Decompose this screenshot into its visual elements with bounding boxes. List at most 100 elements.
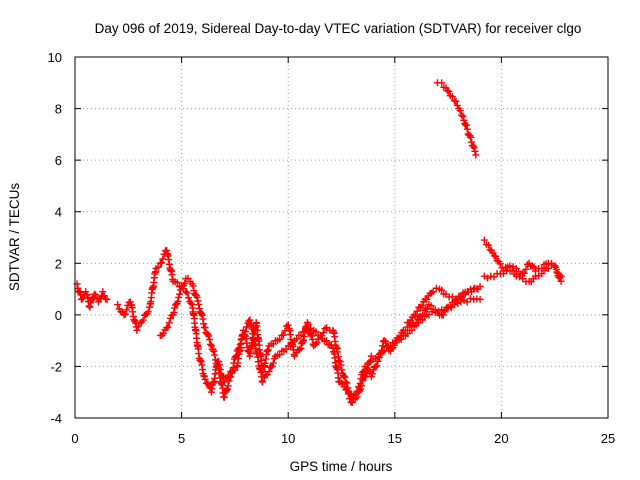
data-point [235, 344, 243, 352]
data-point [195, 301, 203, 309]
data-point [435, 307, 443, 315]
data-point [471, 147, 479, 155]
data-point [466, 295, 474, 303]
data-point [308, 332, 316, 340]
data-point [297, 331, 305, 339]
data-point [522, 265, 530, 273]
x-tick-label: 20 [494, 431, 508, 446]
data-point [336, 358, 344, 366]
data-point [182, 288, 190, 296]
data-point [225, 377, 233, 385]
data-point [291, 352, 299, 360]
data-point [86, 303, 94, 311]
data-point [307, 330, 315, 338]
data-point [204, 380, 212, 388]
data-point [379, 348, 387, 356]
data-point [99, 288, 107, 296]
data-point [337, 361, 345, 369]
data-point [412, 311, 420, 319]
data-point [407, 317, 415, 325]
data-point [458, 111, 466, 119]
data-point [123, 306, 131, 314]
data-point [493, 257, 501, 265]
data-point [380, 337, 388, 345]
data-point [420, 306, 428, 314]
data-point [466, 132, 474, 140]
data-point [450, 301, 458, 309]
plot-frame [74, 56, 609, 419]
data-point [282, 345, 290, 353]
data-point [199, 315, 207, 323]
y-tick-label: 8 [55, 102, 62, 117]
y-tick-label: 6 [55, 153, 62, 168]
data-point [223, 385, 231, 393]
data-point [548, 261, 556, 269]
y-axis-label: SDTVAR / TECUs [7, 183, 22, 292]
x-tick-label: 0 [71, 431, 78, 446]
data-point [418, 301, 426, 309]
data-point [408, 326, 416, 334]
data-point [556, 274, 564, 282]
data-point [210, 347, 218, 355]
data-point [357, 385, 365, 393]
data-point [175, 290, 183, 298]
data-point [175, 293, 183, 301]
data-point [198, 311, 206, 319]
data-point [476, 295, 484, 303]
data-point [327, 341, 335, 349]
data-point [447, 304, 455, 312]
y-tick-label: 10 [48, 50, 62, 65]
data-point [304, 320, 312, 328]
data-point [269, 359, 277, 367]
data-point [413, 307, 421, 315]
data-point [313, 339, 321, 347]
data-point [353, 393, 361, 401]
data-point [496, 260, 504, 268]
data-point [308, 335, 316, 343]
data-point [467, 133, 475, 141]
data-point [158, 259, 166, 267]
data-point [348, 399, 356, 407]
data-point [279, 331, 287, 339]
data-point [92, 291, 100, 299]
data-point [452, 97, 460, 105]
data-point [184, 294, 192, 302]
data-point [133, 326, 141, 334]
data-point [295, 346, 303, 354]
data-point [159, 255, 167, 263]
data-point [372, 363, 380, 371]
data-point [344, 390, 352, 398]
data-point [463, 298, 471, 306]
data-point [474, 285, 482, 293]
y-tick-label: 2 [55, 256, 62, 271]
data-point [343, 386, 351, 394]
data-point [468, 138, 476, 146]
x-tick-label: 25 [601, 431, 615, 446]
data-point [363, 369, 371, 377]
data-point [552, 263, 560, 271]
data-point [359, 377, 367, 385]
data-point [189, 282, 197, 290]
data-point [224, 382, 232, 390]
data-point [438, 79, 446, 87]
data-point [419, 316, 427, 324]
data-point [431, 308, 439, 316]
data-point [439, 311, 447, 319]
data-point [553, 268, 561, 276]
data-point [211, 356, 219, 364]
data-point [459, 112, 467, 120]
data-point [456, 107, 464, 115]
data-point [171, 301, 179, 309]
data-point [265, 368, 273, 376]
data-point [453, 101, 461, 109]
data-point [425, 311, 433, 319]
data-point [114, 301, 122, 309]
data-point [380, 347, 388, 355]
axis-ticks: 0 5 10 15 20 25 -4 -2 0 2 4 6 8 10 [48, 50, 616, 446]
data-point [312, 328, 320, 336]
data-point [492, 252, 500, 260]
data-point [512, 272, 520, 280]
y-tick-label: 0 [55, 308, 62, 323]
data-point [432, 284, 440, 292]
data-point [194, 297, 202, 305]
